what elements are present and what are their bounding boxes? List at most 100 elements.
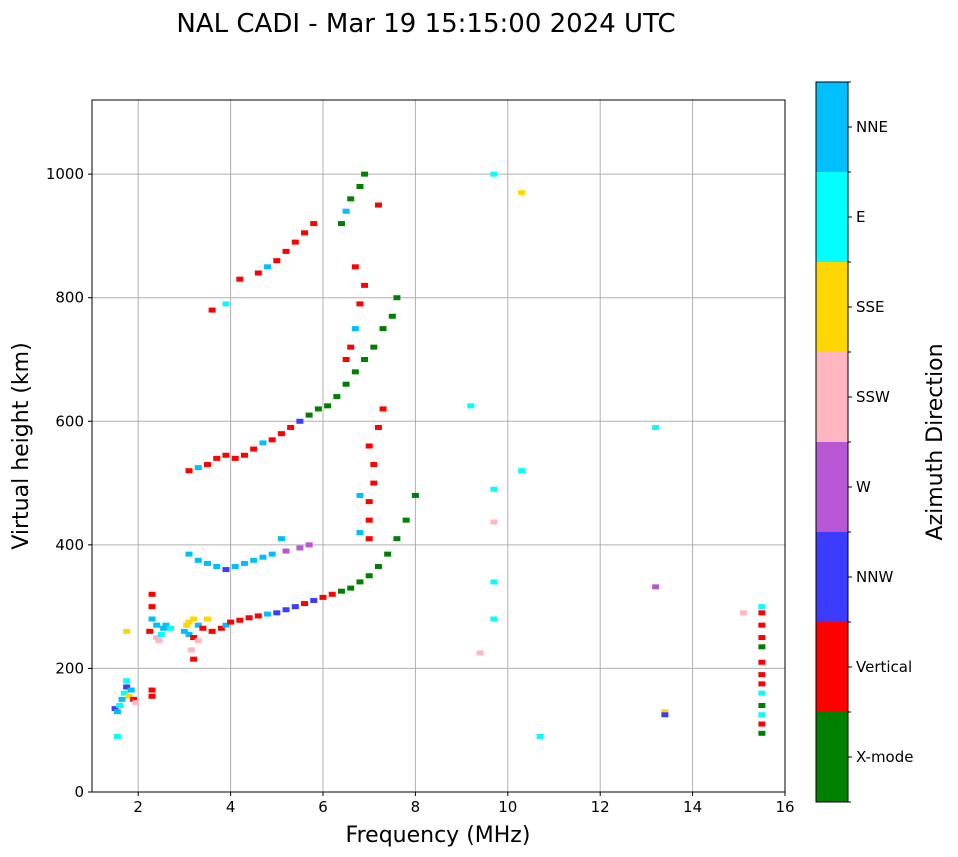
data-point <box>268 437 276 443</box>
data-point <box>347 585 355 591</box>
data-point <box>190 635 198 641</box>
data-point <box>222 452 230 458</box>
data-point <box>379 326 387 332</box>
data-point <box>490 579 498 585</box>
data-point <box>259 554 267 560</box>
data-point <box>118 696 126 702</box>
data-point <box>277 536 285 542</box>
data-point <box>185 468 193 474</box>
data-point <box>467 403 475 409</box>
data-point <box>379 406 387 412</box>
data-point <box>301 230 309 236</box>
data-point <box>120 690 128 696</box>
data-point <box>153 622 161 628</box>
data-point <box>245 615 253 621</box>
data-point <box>116 703 124 708</box>
data-point <box>185 551 193 557</box>
colorbar-segment <box>816 532 848 622</box>
data-point <box>146 628 154 634</box>
data-point <box>113 709 121 715</box>
colorbar-segment <box>816 712 848 802</box>
data-point <box>264 264 272 270</box>
data-point <box>333 394 341 400</box>
data-point <box>236 617 244 623</box>
data-point <box>217 625 225 631</box>
colorbar-tick-label: E <box>856 208 865 226</box>
data-point <box>148 616 156 622</box>
x-tick-label: 14 <box>683 798 702 816</box>
data-point <box>758 659 766 665</box>
colorbar-segment <box>816 172 848 262</box>
data-point <box>264 611 272 617</box>
data-point <box>402 517 410 523</box>
data-point <box>758 690 766 696</box>
data-point <box>374 563 382 569</box>
data-point <box>194 622 202 628</box>
data-point <box>282 607 290 613</box>
x-axis-label: Frequency (MHz) <box>346 823 531 848</box>
data-point <box>661 712 669 718</box>
data-point <box>291 604 299 610</box>
data-point <box>254 270 262 276</box>
data-point <box>342 357 350 362</box>
data-point <box>204 616 211 622</box>
data-point <box>132 699 140 705</box>
data-point <box>347 344 355 350</box>
x-tick-label: 12 <box>591 798 610 816</box>
data-point <box>148 591 156 597</box>
colorbar-segment <box>816 82 848 172</box>
colorbar-frame <box>815 81 849 803</box>
data-point <box>222 301 230 307</box>
y-axis-label: Virtual height (km) <box>9 342 34 549</box>
data-point <box>384 551 392 557</box>
data-point <box>739 610 747 616</box>
data-point <box>305 542 313 548</box>
data-point <box>365 536 373 542</box>
data-point <box>652 424 660 430</box>
x-tick-label: 16 <box>775 798 794 816</box>
data-point <box>337 221 345 227</box>
y-tick-label: 600 <box>55 412 84 430</box>
data-point <box>111 706 119 712</box>
data-point <box>222 622 230 628</box>
data-point <box>213 455 221 461</box>
data-point <box>148 693 156 699</box>
data-point <box>351 369 359 375</box>
y-tick-label: 200 <box>55 659 84 677</box>
data-point <box>250 446 258 452</box>
data-point <box>231 563 239 569</box>
data-point <box>365 443 373 449</box>
plot-frame <box>91 99 786 793</box>
data-point <box>185 619 193 625</box>
data-point <box>130 696 138 702</box>
data-point <box>208 628 216 634</box>
colorbar-tick-label: X-mode <box>856 748 913 766</box>
data-point <box>518 190 526 196</box>
x-tick-label: 2 <box>133 798 143 816</box>
data-point <box>365 517 373 523</box>
x-tick-label: 8 <box>411 798 421 816</box>
data-point <box>476 650 484 656</box>
chart-title: NAL CADI - Mar 19 15:15:00 2024 UTC <box>176 9 675 39</box>
data-point <box>296 418 304 424</box>
colorbar-tick-label: Vertical <box>856 658 912 676</box>
data-point <box>758 604 766 610</box>
data-marks <box>111 171 766 739</box>
data-point <box>374 202 382 208</box>
data-point <box>351 326 359 332</box>
data-point <box>361 282 369 288</box>
data-point <box>411 492 419 498</box>
data-point <box>194 465 202 471</box>
data-point <box>254 613 262 619</box>
data-point <box>127 687 135 693</box>
data-point <box>250 557 258 563</box>
data-point <box>199 625 207 631</box>
data-point <box>240 560 248 566</box>
data-point <box>273 258 281 264</box>
data-point <box>153 635 161 641</box>
data-point <box>113 733 121 739</box>
data-point <box>388 313 396 319</box>
grid-lines <box>92 100 785 792</box>
data-point <box>328 591 336 597</box>
